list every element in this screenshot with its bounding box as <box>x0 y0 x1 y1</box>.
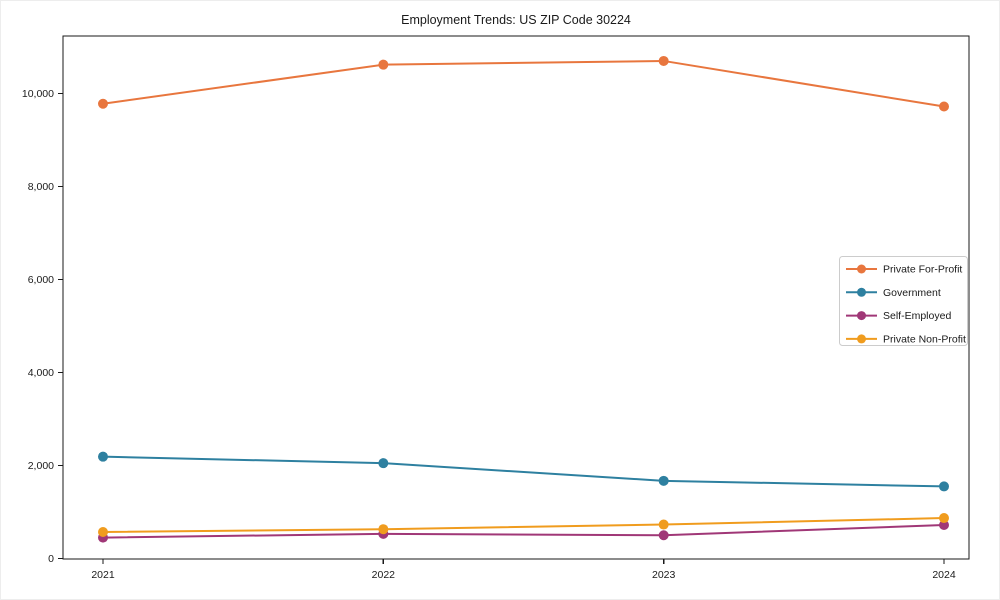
plot-area: 0 2,000 4,000 6,000 8,000 10,000 2021 2022 2023 2… <box>22 35 970 581</box>
y-tick-label: 2,000 <box>28 460 54 472</box>
data-point <box>939 481 949 492</box>
chart-title: Employment Trends: US ZIP Code 30224 <box>401 13 631 27</box>
series-line-private-non-profit <box>102 517 945 533</box>
data-point <box>939 513 949 524</box>
y-tick-label: 0 <box>48 553 54 565</box>
data-point <box>378 59 389 70</box>
data-point <box>378 458 389 469</box>
data-point <box>98 526 108 537</box>
y-tick-label: 4,000 <box>28 367 54 379</box>
legend-item-label: Government <box>883 287 941 299</box>
series-line-self-employed <box>102 524 945 539</box>
legend-marker <box>857 264 866 274</box>
x-tick-label: 2022 <box>372 569 396 581</box>
legend-box <box>839 256 968 346</box>
legend-item-label: Self-Employed <box>883 310 951 322</box>
y-tick-label: 8,000 <box>28 181 54 193</box>
data-point <box>658 519 669 530</box>
x-tick-label: 2023 <box>652 569 676 581</box>
data-point <box>98 451 108 462</box>
series-line-private-for-profit <box>102 59 945 108</box>
series-line-government <box>102 455 945 488</box>
x-tick-label: 2024 <box>932 569 956 581</box>
data-point <box>939 101 949 112</box>
legend-marker <box>857 287 866 297</box>
data-point <box>658 475 669 486</box>
legend-marker <box>857 311 866 321</box>
data-point <box>98 98 108 109</box>
plot-frame <box>62 35 970 560</box>
data-point <box>658 530 669 541</box>
x-tick-label: 2021 <box>91 569 115 581</box>
y-tick-label: 6,000 <box>28 274 54 286</box>
y-tick-label: 10,000 <box>22 88 54 100</box>
legend-item-label: Private Non-Profit <box>883 333 966 345</box>
data-point <box>658 55 669 66</box>
data-point <box>939 520 949 531</box>
legend-marker <box>857 334 866 344</box>
data-point <box>378 524 389 535</box>
legend-item-label: Private For-Profit <box>883 264 962 276</box>
